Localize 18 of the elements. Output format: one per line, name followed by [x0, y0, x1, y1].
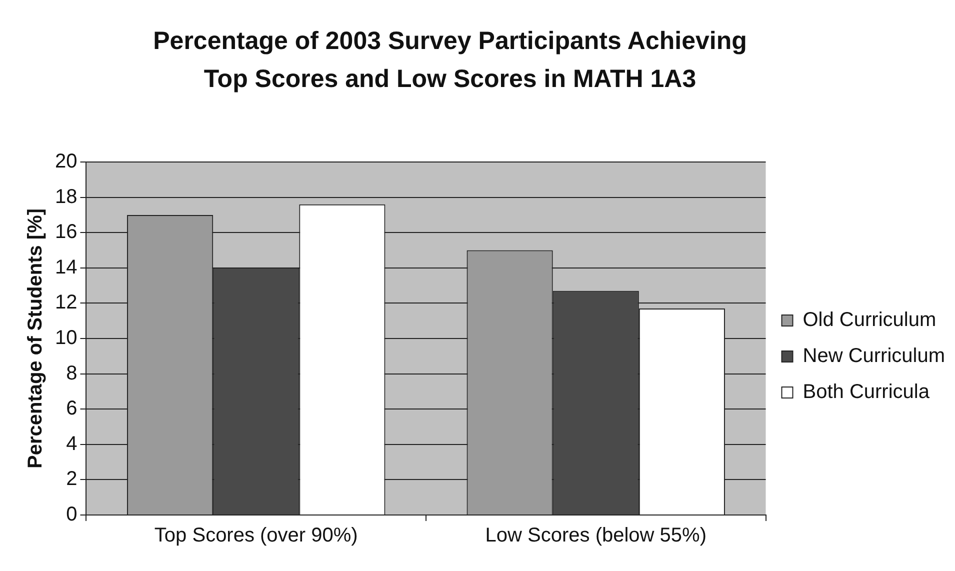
- legend-label: Old Curriculum: [802, 309, 936, 332]
- y-tick-label: 14: [54, 256, 78, 278]
- chart-title: Percentage of 2003 Survey Participants Achieving Top Scores and Low Scores in MATH 1A3: [152, 26, 748, 95]
- y-tick-label: 18: [54, 186, 78, 208]
- y-axis-title: Percentage of Students [%]: [24, 208, 47, 469]
- legend-label: Both Curricula: [802, 381, 930, 404]
- x-tick-label: Low Scores (below 55%): [485, 524, 706, 547]
- y-tick-label: 12: [54, 292, 78, 314]
- y-tick-label: 0: [66, 504, 78, 526]
- legend-label: New Curriculum: [802, 345, 946, 368]
- y-tick-label: 16: [54, 221, 78, 244]
- y-tick-label: 6: [66, 398, 78, 420]
- y-tick-label: 4: [66, 432, 78, 455]
- y-tick-label: 10: [54, 327, 78, 350]
- y-tick-label: 8: [66, 362, 78, 384]
- y-tick-label: 2: [66, 468, 78, 490]
- x-tick-label: Top Scores (over 90%): [154, 524, 358, 547]
- y-tick-label: 20: [54, 150, 78, 173]
